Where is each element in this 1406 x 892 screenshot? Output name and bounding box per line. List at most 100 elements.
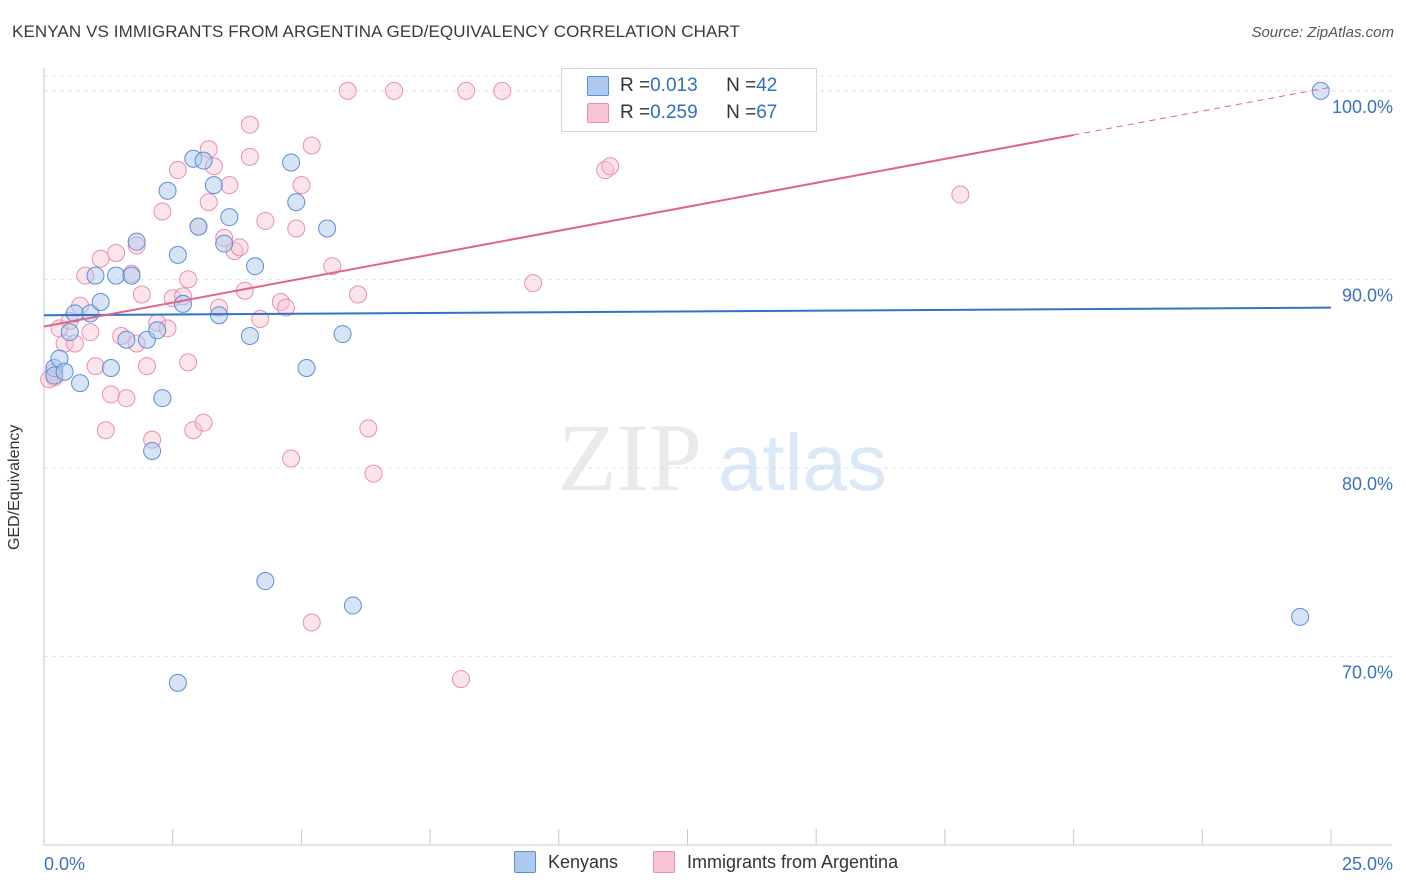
argentina-point [951, 185, 970, 204]
trend-lines [43, 86, 1332, 328]
legend-row-argentina: R = 0.259 N = 67 [587, 100, 778, 126]
kenyan-point [287, 193, 306, 212]
axes [43, 68, 1392, 846]
argentina-point [179, 270, 198, 289]
legend-swatch-kenyans [587, 76, 609, 96]
legend-r-label: R = [620, 102, 651, 123]
argentina-point [292, 176, 311, 195]
argentina-point [153, 202, 172, 221]
argentina-point [96, 421, 115, 440]
argentina-point [451, 670, 470, 689]
argentina-point [117, 389, 136, 408]
argentina-point [194, 413, 213, 432]
kenyan-point [204, 176, 223, 195]
argentina-point [385, 81, 404, 100]
x-tick-label-max: 25.0% [1342, 854, 1393, 874]
kenyan-point [60, 323, 79, 342]
argentina-point [302, 136, 321, 155]
kenyan-point [343, 596, 362, 615]
watermark-zip: ZIP [558, 404, 702, 511]
argentina-point [349, 285, 368, 304]
argentina-point [91, 249, 110, 268]
kenyan-point [86, 266, 105, 285]
kenyan-point [71, 374, 90, 393]
bottom-legend-argentina: Immigrants from Argentina [653, 851, 898, 873]
argentina-point [220, 176, 239, 195]
source-label: Source: ZipAtlas.com [1251, 24, 1394, 41]
kenyan-point [194, 151, 213, 170]
y-axis-label: GED/Equivalency [6, 424, 23, 550]
argentina-point [107, 243, 126, 262]
argentina-point [81, 323, 100, 342]
bottom-legend-kenyans: Kenyans [514, 851, 618, 873]
kenyan-point [173, 294, 192, 313]
legend-n-label: N = [726, 75, 757, 96]
kenyan-point [333, 325, 352, 344]
kenyan-point [117, 330, 136, 349]
watermark: ZIP atlas [558, 404, 887, 511]
tick-labels: 70.0% 80.0% 90.0% 100.0% 0.0% 25.0% [44, 97, 1393, 874]
argentina-point [86, 357, 105, 376]
argentina-point [457, 81, 476, 100]
argentina-point [132, 285, 151, 304]
kenyan-point [1311, 81, 1330, 100]
kenyan-point [143, 441, 162, 460]
trend-line-kenyans [43, 306, 1332, 317]
argentina-point [359, 419, 378, 438]
argentina-point [364, 464, 383, 483]
kenyan-point [297, 359, 316, 378]
argentina-point [179, 353, 198, 372]
legend-r-value-kenyans: 0.013 [650, 75, 698, 96]
trend-line-argentina-extrapolated [1073, 86, 1332, 136]
kenyan-point [148, 321, 167, 340]
kenyan-point [282, 153, 301, 172]
kenyan-point [256, 572, 275, 591]
legend-swatch-argentina [587, 103, 609, 123]
kenyan-point [1291, 607, 1310, 626]
argentina-point [302, 613, 321, 632]
watermark-atlas: atlas [718, 418, 887, 507]
argentina-point [338, 81, 357, 100]
argentina-point [240, 147, 259, 166]
argentina-point [287, 219, 306, 238]
y-tick-label: 70.0% [1342, 662, 1393, 682]
kenyan-point [220, 208, 239, 227]
series-kenyans-points [45, 81, 1330, 692]
argentina-point [524, 274, 543, 293]
kenyan-point [240, 326, 259, 345]
kenyan-point [158, 181, 177, 200]
chart-title: KENYAN VS IMMIGRANTS FROM ARGENTINA GED/… [12, 22, 740, 41]
kenyan-point [55, 362, 74, 381]
argentina-point [256, 211, 275, 230]
argentina-point [271, 293, 290, 312]
argentina-point [493, 81, 512, 100]
legend-r-label: R = [620, 75, 651, 96]
argentina-point [276, 298, 295, 317]
argentina-point [323, 257, 342, 276]
legend-n-value-kenyans: 42 [756, 75, 778, 96]
kenyan-point [153, 389, 172, 408]
argentina-point [184, 421, 203, 440]
y-tick-label: 90.0% [1342, 285, 1393, 305]
bottom-legend-swatch-kenyans [514, 851, 536, 873]
series-argentina-points [40, 81, 970, 689]
legend-n-label: N = [726, 102, 757, 123]
legend-n-value-argentina: 67 [756, 102, 778, 123]
trend-line-argentina [43, 133, 1074, 328]
kenyan-point [215, 234, 234, 253]
kenyan-point [122, 266, 141, 285]
kenyan-point [168, 673, 187, 692]
argentina-point [101, 385, 120, 404]
correlation-legend: R = 0.013 N = 42 R = 0.259 N = 67 [561, 68, 817, 132]
legend-r-value-argentina: 0.259 [650, 102, 698, 123]
argentina-point [282, 449, 301, 468]
argentina-point [137, 357, 156, 376]
kenyan-point [168, 245, 187, 264]
kenyan-point [318, 219, 337, 238]
argentina-point [230, 238, 249, 257]
argentina-point [168, 161, 187, 180]
kenyan-point [101, 359, 120, 378]
bottom-legend-label-argentina: Immigrants from Argentina [687, 851, 899, 872]
kenyan-point [91, 293, 110, 312]
